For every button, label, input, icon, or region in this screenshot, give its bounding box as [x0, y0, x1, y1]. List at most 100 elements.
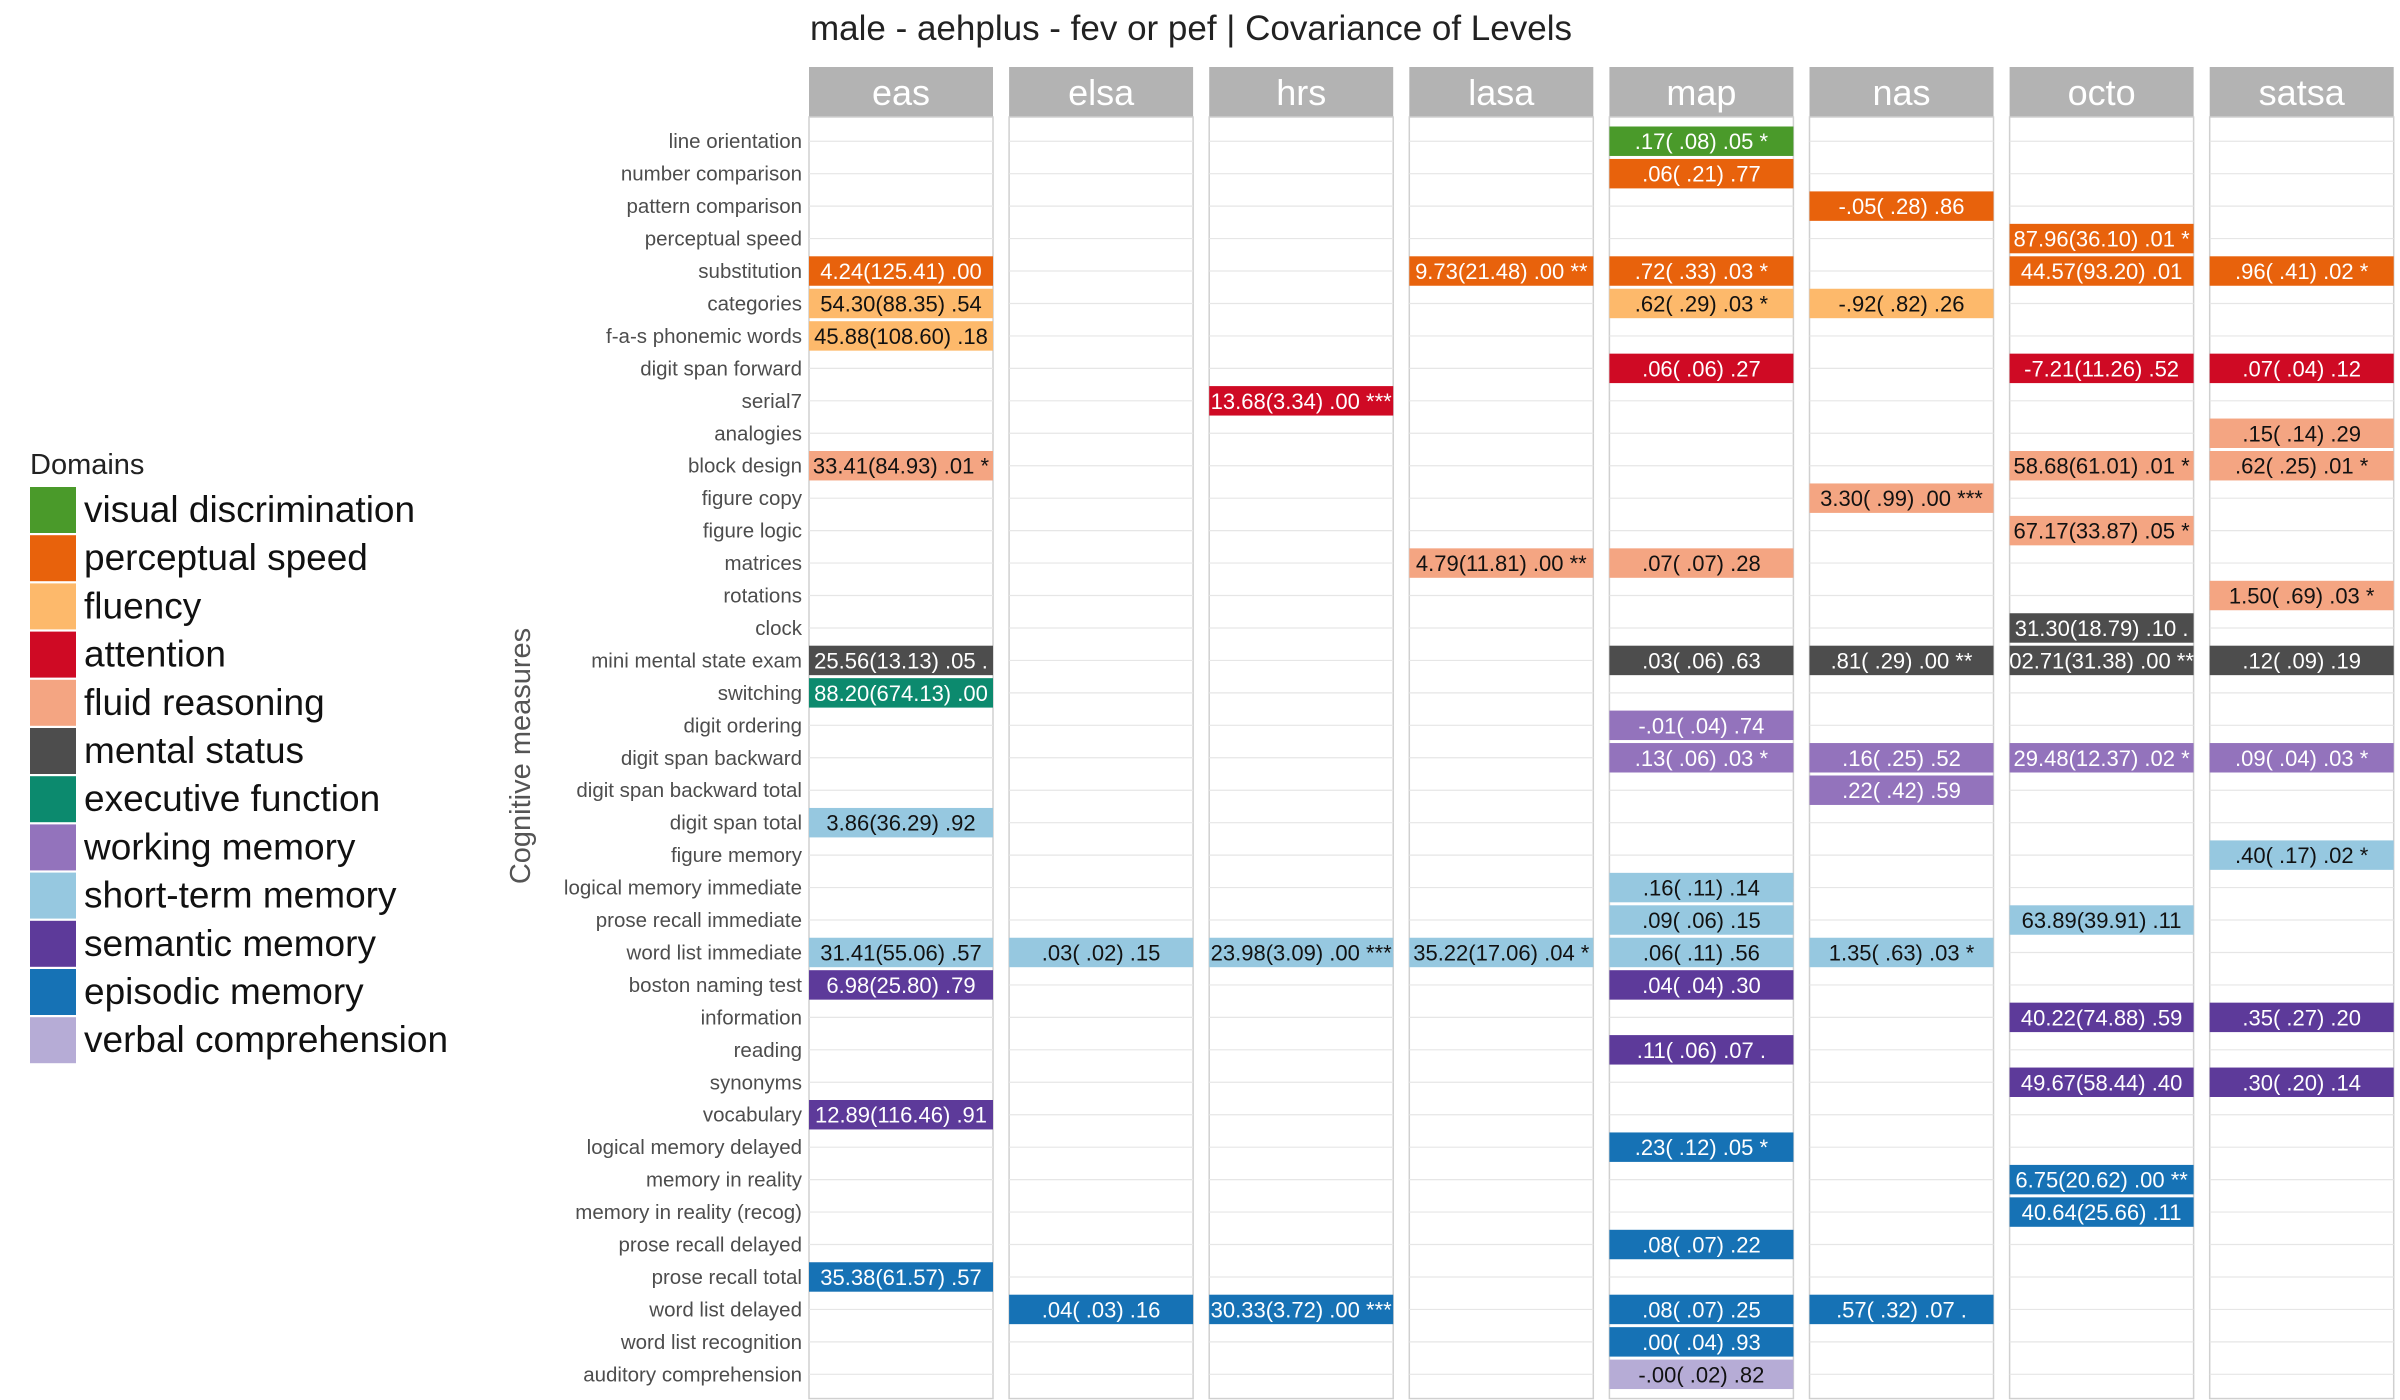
legend-swatch	[30, 631, 76, 678]
y-tick-label-boston-naming-test: boston naming test	[629, 974, 803, 997]
cell-fill	[2209, 1067, 2394, 1097]
cell-label: .09( .06) .15	[1642, 908, 1761, 933]
legend-item-fluency: fluency	[30, 583, 202, 630]
cell-label: .00( .04) .93	[1642, 1330, 1761, 1355]
cell-elsa-word-list-immediate: .03( .02) .15	[1009, 937, 1194, 968]
cell-label: 63.89(39.91) .11	[2022, 908, 2182, 933]
cell-fill	[1609, 710, 1794, 741]
cell-fill	[2009, 353, 2194, 384]
legend-label: executive function	[84, 778, 380, 819]
legend-label: perceptual speed	[84, 537, 368, 578]
y-tick-label-switching: switching	[718, 682, 802, 705]
cell-label: 3.86(36.29) .92	[826, 811, 975, 836]
cell-map-boston-naming-test: .04( .04) .30	[1609, 970, 1794, 1000]
panel-header-label-map: map	[1666, 72, 1736, 113]
cell-label: 44.57(93.20) .01	[2021, 259, 2182, 284]
cell-fill	[809, 678, 993, 708]
y-tick-label-digit-span-backward-total: digit span backward total	[576, 779, 802, 802]
cell-satsa-analogies: .15( .14) .29	[2209, 418, 2394, 448]
cell-fill	[1609, 126, 1794, 156]
y-tick-label-matrices: matrices	[725, 552, 802, 575]
y-tick-label-digit-span-backward: digit span backward	[621, 747, 802, 770]
y-tick-label-prose-recall-immediate: prose recall immediate	[596, 909, 802, 932]
y-tick-label-prose-recall-delayed: prose recall delayed	[619, 1234, 802, 1257]
cell-octo-substitution: 44.57(93.20) .01	[2009, 256, 2194, 286]
y-tick-label-pattern-comparison: pattern comparison	[627, 195, 802, 218]
cell-fill	[1609, 970, 1794, 1000]
cell-label: 54.30(88.35) .54	[820, 291, 981, 316]
legend-label: verbal comprehension	[84, 1019, 448, 1060]
cell-map-digit-ordering: -.01( .04) .74	[1609, 710, 1794, 741]
cell-label: 9.73(21.48) .00 **	[1415, 259, 1588, 284]
y-tick-label-block-design: block design	[688, 455, 802, 478]
panel-header-elsa	[1009, 67, 1194, 117]
cell-satsa-block-design: .62( .25) .01 *	[2209, 451, 2394, 481]
cell-label: .06( .06) .27	[1642, 356, 1761, 381]
cell-label: -.05( .28) .86	[1839, 194, 1965, 219]
legend-item-episodic-memory: episodic memory	[30, 969, 364, 1015]
cell-fill	[2209, 743, 2394, 773]
cell-map-reading: .11( .06) .07 .	[1609, 1035, 1794, 1065]
cell-fill	[809, 807, 993, 838]
cell-map-digit-span-backward: .13( .06) .03 *	[1609, 743, 1794, 773]
legend-label: attention	[84, 634, 226, 675]
panel-header-label-octo: octo	[2068, 72, 2136, 113]
y-tick-label-word-list-immediate: word list immediate	[626, 941, 802, 964]
y-tick-label-logical-memory-immediate: logical memory immediate	[564, 877, 802, 900]
cell-octo-digit-span-forward: -7.21(11.26) .52	[2009, 353, 2194, 384]
cell-map-word-list-recognition: .00( .04) .93	[1609, 1327, 1794, 1357]
cell-label: 88.20(674.13) .00	[814, 681, 988, 706]
y-tick-label-digit-span-total: digit span total	[670, 812, 802, 835]
legend-swatch	[30, 776, 76, 823]
cell-fill	[1609, 937, 1794, 968]
cell-eas-substitution: 4.24(125.41) .00	[809, 256, 993, 286]
y-tick-label-perceptual-speed: perceptual speed	[645, 228, 802, 251]
cell-nas-digit-span-backward: .16( .25) .52	[1809, 743, 1994, 773]
cell-fill	[809, 321, 993, 351]
cell-fill	[1609, 872, 1794, 903]
cell-label: .72( .33) .03 *	[1635, 259, 1769, 284]
cell-label: .12( .09) .19	[2242, 648, 2361, 673]
cell-label: .16( .25) .52	[1842, 746, 1961, 771]
y-tick-label-prose-recall-total: prose recall total	[652, 1266, 802, 1289]
cell-label: -7.21(11.26) .52	[2024, 356, 2179, 381]
y-tick-label-memory-in-reality: memory in reality	[646, 1169, 803, 1192]
heatmap-plot-area: eas elsa hrs lasa map nas octo satsa line orient…	[564, 67, 2395, 1400]
cell-map-mini-mental-state-exam: .03( .06) .63	[1609, 645, 1794, 676]
cell-label: .07( .07) .28	[1642, 551, 1761, 576]
cell-label: .04( .04) .30	[1642, 973, 1761, 998]
cell-label: .30( .20) .14	[2242, 1070, 2361, 1095]
cell-label: .40( .17) .02 *	[2235, 843, 2369, 868]
cell-octo-memory-in-reality: 6.75(20.62) .00 **	[2009, 1164, 2194, 1195]
y-tick-label-information: information	[701, 1006, 802, 1029]
cell-label: -.01( .04) .74	[1638, 713, 1764, 738]
cell-label: .06( .11) .56	[1643, 940, 1760, 965]
legend-swatch	[30, 535, 76, 582]
y-tick-label-categories: categories	[707, 292, 802, 315]
legend-swatch	[30, 487, 76, 533]
cell-fill	[2009, 743, 2194, 773]
cell-label: 35.22(17.06) .04 *	[1413, 940, 1590, 965]
cell-label: .08( .07) .22	[1642, 1233, 1761, 1258]
y-tick-label-logical-memory-delayed: logical memory delayed	[587, 1136, 802, 1159]
cell-fill	[2009, 1164, 2194, 1195]
panel-header-label-elsa: elsa	[1068, 72, 1135, 113]
legend-swatch	[30, 1017, 76, 1064]
cell-fill	[2009, 515, 2194, 546]
panel-header-hrs	[1209, 67, 1394, 117]
cell-fill	[1409, 256, 1594, 286]
cell-octo-information: 40.22(74.88) .59	[2009, 1002, 2194, 1033]
cell-octo-perceptual-speed: 87.96(36.10) .01 *	[2009, 223, 2194, 254]
cell-label: .81( .29) .00 **	[1831, 648, 1973, 673]
y-tick-label-analogies: analogies	[714, 422, 802, 445]
cell-satsa-digit-span-forward: .07( .04) .12	[2209, 353, 2394, 384]
cell-label: 40.64(25.66) .11	[2022, 1200, 2182, 1225]
cell-label: .23( .12) .05 *	[1635, 1135, 1769, 1160]
cell-fill	[1609, 256, 1794, 286]
y-tick-label-line-orientation: line orientation	[669, 130, 802, 153]
cell-fill	[1609, 1359, 1794, 1390]
cell-fill	[809, 256, 993, 286]
y-tick-label-number-comparison: number comparison	[621, 163, 802, 186]
cell-eas-mini-mental-state-exam: 25.56(13.13) .05 .	[809, 645, 993, 676]
